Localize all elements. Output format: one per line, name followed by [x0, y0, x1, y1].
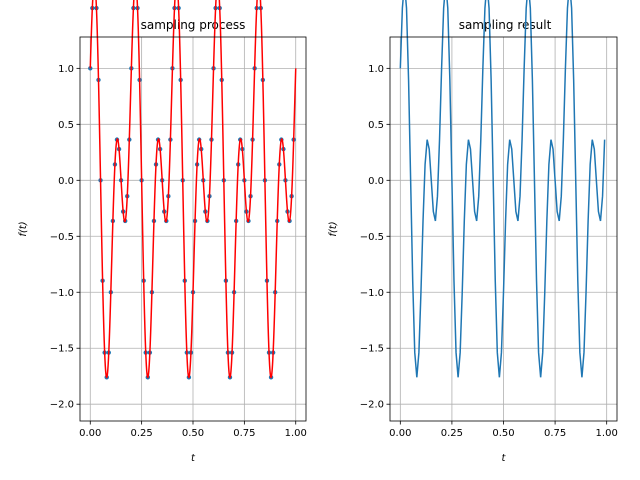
sample-point — [88, 66, 93, 71]
y-axis-label: f(t) — [328, 221, 339, 236]
y-tick-label: 0.0 — [368, 176, 384, 187]
plot-area — [399, 0, 606, 378]
ticks: 0.00 0.25 0.50 0.75 1.00 −2.0 −1.5 −1.0 −0.5 0.0 0… — [50, 64, 307, 439]
y-tick-label: −1.5 — [360, 344, 384, 355]
x-tick-label: 0.75 — [544, 428, 566, 439]
grid — [80, 37, 306, 421]
x-tick-label: 1.00 — [596, 428, 618, 439]
subplot-sampling-process: sampling process 0.00 0.25 0.50 0.75 1.00 −2.… — [18, 0, 307, 464]
ticks: 0.00 0.25 0.50 0.75 1.00 −2.0 −1.5 −1.0 −0.5 0.0 0… — [360, 64, 618, 439]
x-tick-label: 0.25 — [131, 428, 153, 439]
x-tick-label: 0.25 — [441, 428, 463, 439]
x-axis-label: t — [502, 453, 507, 464]
y-axis-label: f(t) — [18, 221, 29, 236]
sampled-series-line — [399, 0, 606, 378]
grid — [390, 37, 617, 421]
y-tick-label: −1.0 — [50, 288, 74, 299]
x-tick-label: 0.50 — [182, 428, 204, 439]
y-tick-label: −2.0 — [360, 400, 384, 411]
y-tick-label: −1.5 — [50, 344, 74, 355]
subplot-sampling-result: sampling result 0.00 0.25 0.50 0.75 1.00 −2.0… — [328, 0, 618, 464]
x-tick-label: 0.75 — [233, 428, 255, 439]
y-tick-label: −0.5 — [50, 232, 74, 243]
x-tick-label: 0.00 — [389, 428, 411, 439]
y-tick-label: 1.0 — [58, 64, 74, 75]
y-tick-label: −1.0 — [360, 288, 384, 299]
x-tick-label: 0.00 — [79, 428, 101, 439]
y-tick-label: 0.5 — [58, 120, 74, 131]
y-tick-label: −0.5 — [360, 232, 384, 243]
chart-title: sampling result — [459, 18, 552, 32]
x-tick-label: 0.50 — [492, 428, 514, 439]
y-tick-label: 1.0 — [368, 64, 384, 75]
chart-title: sampling process — [141, 18, 246, 32]
x-tick-label: 1.00 — [285, 428, 307, 439]
signal-line — [89, 0, 297, 379]
y-tick-label: −2.0 — [50, 400, 74, 411]
plot-area — [88, 0, 297, 380]
y-tick-label: 0.0 — [58, 176, 74, 187]
y-tick-label: 0.5 — [368, 120, 384, 131]
x-axis-label: t — [191, 453, 196, 464]
